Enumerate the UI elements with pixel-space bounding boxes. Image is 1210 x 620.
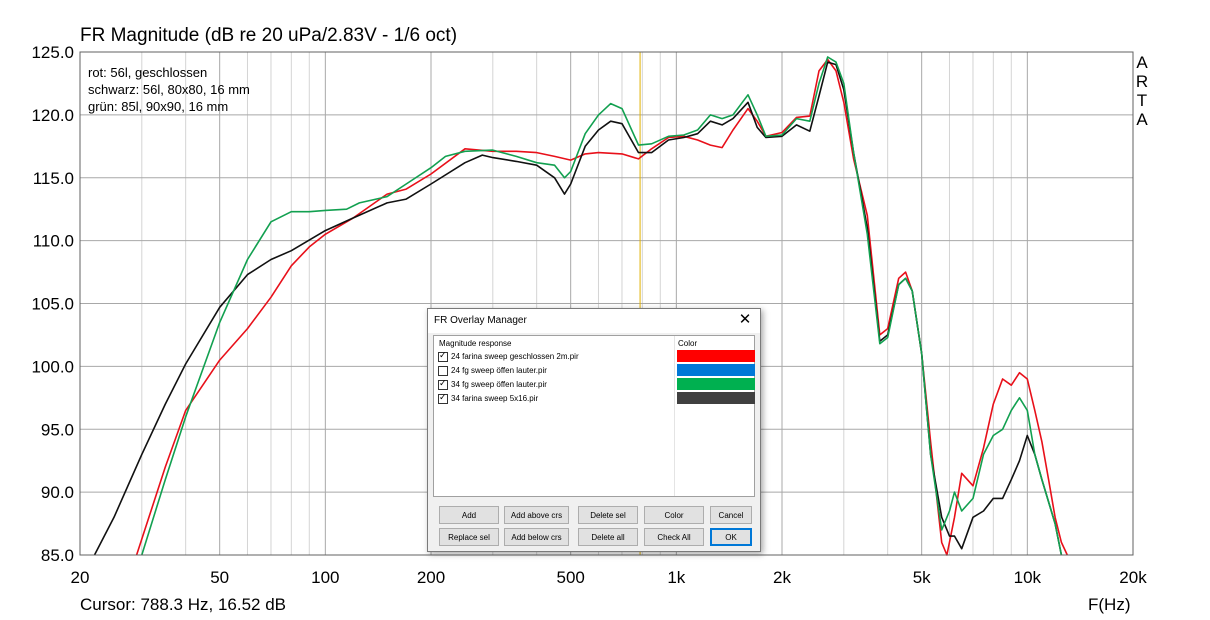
annotation-line-1: rot: 56l, geschlossen	[88, 65, 207, 80]
check-all-button[interactable]: Check All	[644, 528, 704, 546]
row-checkbox[interactable]: ✓	[438, 378, 448, 390]
y-tick-label: 90.0	[41, 483, 74, 502]
close-icon[interactable]: ✕	[738, 311, 752, 328]
x-tick-labels: 20 50 100 200 500 1k 2k 5k 10k 20k	[71, 568, 1148, 587]
annotation-line-3: grün: 85l, 90x90, 16 mm	[88, 99, 228, 114]
check-icon: ✓	[439, 392, 447, 402]
y-tick-label: 115.0	[33, 169, 74, 188]
overlay-list: Magnitude response Color ✓ 24 farina swe…	[433, 335, 755, 497]
series-line-0	[135, 58, 1069, 556]
y-tick-label: 95.0	[41, 420, 74, 439]
color-button[interactable]: Color	[644, 506, 704, 524]
row-label: 24 farina sweep geschlossen 2m.pir	[451, 352, 579, 361]
arta-letter: T	[1137, 91, 1147, 110]
replace-selected-button[interactable]: Replace sel	[439, 528, 499, 546]
x-tick-label: 500	[556, 568, 584, 587]
color-swatch[interactable]	[677, 364, 755, 376]
row-label: 34 farina sweep 5x16.pir	[451, 394, 539, 403]
list-item[interactable]: ✓ 34 farina sweep 5x16.pir	[434, 392, 755, 405]
list-item[interactable]: ✓ 34 fg sweep öffen lauter.pir	[434, 378, 755, 391]
arta-letter: A	[1136, 110, 1148, 129]
ok-button[interactable]: OK	[710, 528, 752, 546]
y-tick-label: 120.0	[31, 106, 74, 125]
plot-border	[79, 51, 1134, 556]
x-tick-label: 10k	[1014, 568, 1042, 587]
x-tick-label: 20k	[1119, 568, 1147, 587]
x-tick-label: 1k	[667, 568, 685, 587]
x-tick-label: 200	[417, 568, 445, 587]
y-tick-label: 110.0	[33, 232, 74, 251]
arta-letter: A	[1136, 53, 1148, 72]
y-tick-label: 105.0	[31, 295, 74, 314]
add-above-cursor-button[interactable]: Add above crs	[504, 506, 569, 524]
x-axis-label: F(Hz)	[1088, 595, 1130, 614]
annotation-line-2: schwarz: 56l, 80x80, 16 mm	[88, 82, 250, 97]
series-layer	[93, 56, 1069, 556]
cancel-button[interactable]: Cancel	[710, 506, 752, 524]
y-tick-labels: 85.0 90.0 95.0 100.0 105.0 110.0 115.0 120.0 125…	[31, 43, 74, 565]
delete-all-button[interactable]: Delete all	[578, 528, 638, 546]
x-tick-label: 100	[311, 568, 339, 587]
series-line-2	[141, 56, 1063, 556]
list-header: Magnitude response Color	[434, 336, 754, 350]
row-checkbox[interactable]: ✓	[438, 350, 448, 362]
arta-letter: R	[1136, 72, 1148, 91]
x-tick-label: 2k	[773, 568, 791, 587]
cursor-readout: Cursor: 788.3 Hz, 16.52 dB	[80, 595, 286, 614]
y-tick-label: 85.0	[41, 546, 74, 565]
color-swatch[interactable]	[677, 392, 755, 404]
color-swatch[interactable]	[677, 350, 755, 362]
check-icon: ✓	[439, 378, 447, 388]
row-label: 34 fg sweep öffen lauter.pir	[451, 380, 547, 389]
column-divider	[674, 336, 675, 496]
check-icon: ✓	[439, 350, 447, 360]
y-tick-label: 125.0	[31, 43, 74, 62]
fr-overlay-manager-dialog: FR Overlay Manager ✕ Magnitude response …	[427, 308, 761, 552]
add-below-cursor-button[interactable]: Add below crs	[504, 528, 569, 546]
dialog-title: FR Overlay Manager	[434, 315, 527, 326]
chart-title: FR Magnitude (dB re 20 uPa/2.83V - 1/6 o…	[80, 25, 457, 46]
list-item[interactable]: ✓ 24 farina sweep geschlossen 2m.pir	[434, 350, 755, 363]
add-button[interactable]: Add	[439, 506, 499, 524]
color-swatch[interactable]	[677, 378, 755, 390]
series-line-1	[93, 61, 1063, 556]
column-header-response: Magnitude response	[439, 339, 512, 348]
row-label: 24 fg sweep öffen lauter.pir	[451, 366, 547, 375]
x-tick-label: 5k	[913, 568, 931, 587]
x-tick-label: 20	[71, 568, 90, 587]
dialog-titlebar: FR Overlay Manager ✕	[428, 309, 760, 333]
x-tick-label: 50	[210, 568, 229, 587]
row-checkbox[interactable]	[438, 366, 448, 376]
delete-selected-button[interactable]: Delete sel	[578, 506, 638, 524]
y-tick-label: 100.0	[31, 357, 74, 376]
column-header-color: Color	[678, 339, 698, 348]
list-item[interactable]: 24 fg sweep öffen lauter.pir	[434, 364, 755, 377]
row-checkbox[interactable]: ✓	[438, 392, 448, 404]
